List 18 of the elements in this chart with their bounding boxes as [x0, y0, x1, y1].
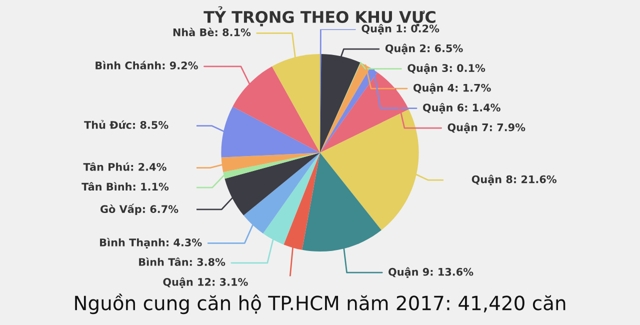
- slice-label: Nhà Bè: 8.1%: [173, 28, 251, 36]
- slice-label: Tân Phú: 2.4%: [83, 162, 166, 171]
- slice-label: Bình Chánh: 9.2%: [96, 60, 198, 70]
- slice-label: Quận 3: 0.1%: [408, 64, 486, 74]
- slice-label: Quận 7: 7.9%: [448, 122, 526, 134]
- slice-label: Gò Vấp: 6.7%: [100, 204, 178, 216]
- slice-label: Quận 12: 3.1%: [163, 277, 248, 288]
- text: Nguồn cung căn hộ TP.HCM năm 2017: 41,420 căn: [75, 294, 566, 314]
- slice-label: Quận 9: 13.6%: [388, 267, 474, 278]
- slice-label: Quận 2: 6.5%: [385, 44, 463, 54]
- slice-label: Quận 6: 1.4%: [423, 103, 500, 114]
- slice-label: Tân Bình: 1.1%: [82, 182, 169, 191]
- slice-label: Quận 4: 1.7%: [413, 83, 491, 94]
- slice-label: Quận 8: 21.6%: [472, 174, 557, 186]
- slice-label: Thủ Đức: 8.5%: [84, 120, 168, 129]
- slice-label: Bình Thạnh: 4.3%: [100, 238, 202, 248]
- slice-label: Quận 1: 0.2%: [362, 24, 440, 35]
- slice-label: Bình Tân: 3.8%: [139, 257, 226, 266]
